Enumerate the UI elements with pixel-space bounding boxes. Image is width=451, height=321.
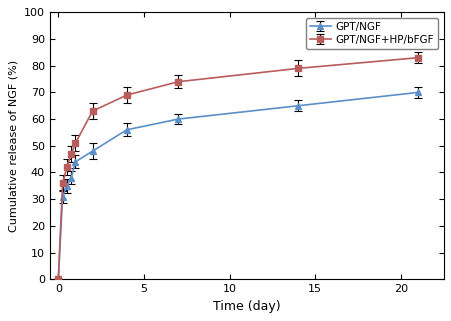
Y-axis label: Cumulative release of NGF (%): Cumulative release of NGF (%) bbox=[8, 60, 18, 232]
Legend: GPT/NGF, GPT/NGF+HP/bFGF: GPT/NGF, GPT/NGF+HP/bFGF bbox=[305, 18, 437, 49]
X-axis label: Time (day): Time (day) bbox=[212, 300, 280, 313]
